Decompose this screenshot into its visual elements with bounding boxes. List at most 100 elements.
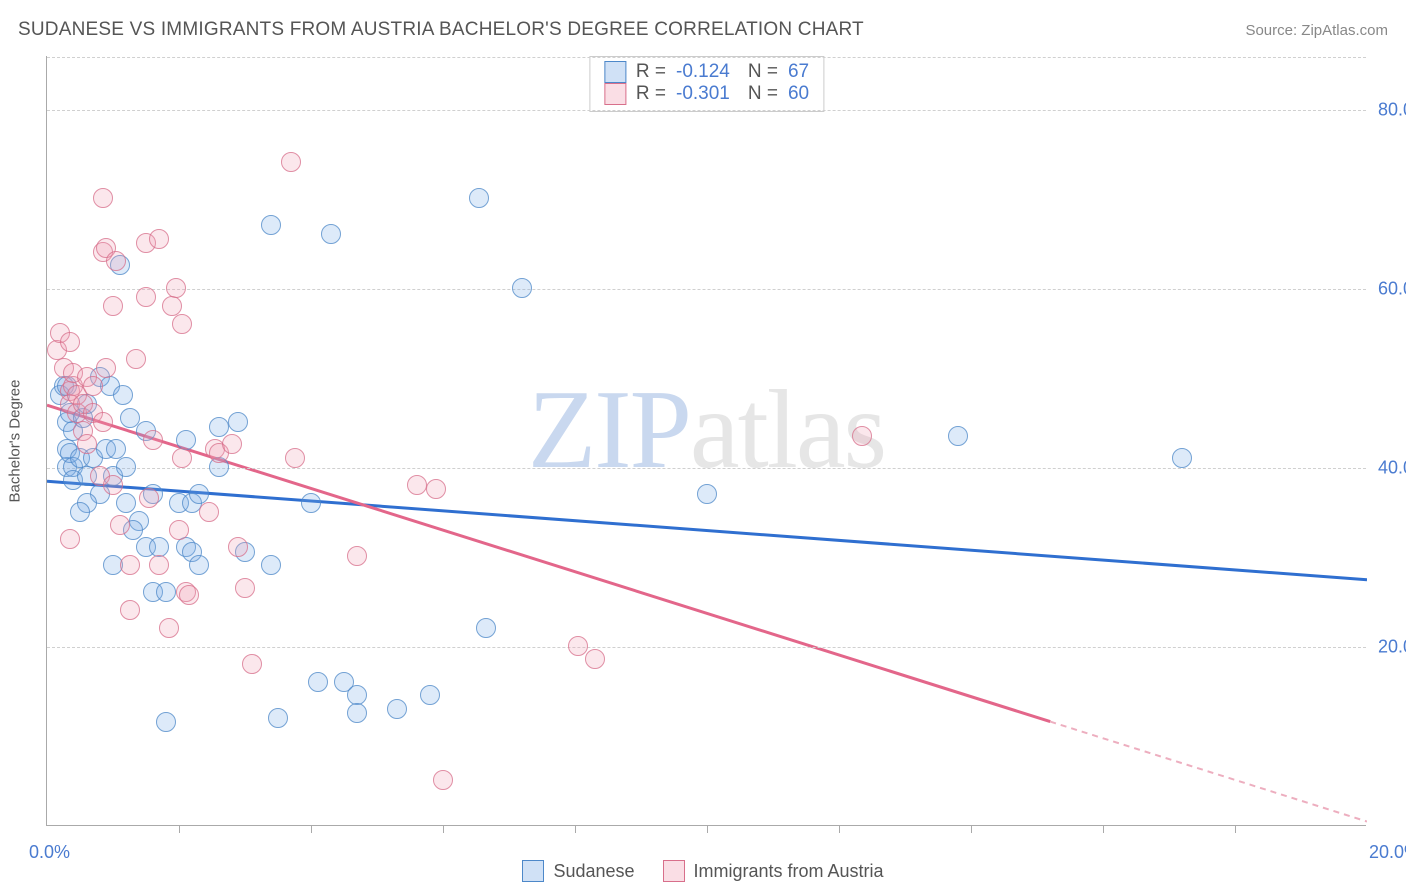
x-tick xyxy=(311,825,312,833)
data-point-austria xyxy=(166,278,186,298)
legend-label-sudanese: Sudanese xyxy=(553,861,634,882)
y-tick-label: 40.0% xyxy=(1378,457,1406,478)
chart-source: Source: ZipAtlas.com xyxy=(1245,22,1388,39)
data-point-austria xyxy=(162,296,182,316)
data-point-sudanese xyxy=(261,555,281,575)
trend-lines-layer xyxy=(47,56,1367,826)
data-point-sudanese xyxy=(268,708,288,728)
data-point-austria xyxy=(281,152,301,172)
swatch-pink xyxy=(604,83,626,105)
data-point-sudanese xyxy=(420,685,440,705)
swatch-blue xyxy=(604,61,626,83)
data-point-austria xyxy=(93,412,113,432)
data-point-austria xyxy=(106,251,126,271)
data-point-austria xyxy=(228,537,248,557)
data-point-sudanese xyxy=(70,502,90,522)
data-point-sudanese xyxy=(321,224,341,244)
r-value-austria: -0.301 xyxy=(676,83,730,105)
data-point-austria xyxy=(120,555,140,575)
r-label: R = xyxy=(636,83,666,105)
gridline xyxy=(47,57,1366,58)
data-point-sudanese xyxy=(113,385,133,405)
data-point-sudanese xyxy=(512,278,532,298)
legend-item-sudanese: Sudanese xyxy=(522,860,634,882)
y-tick-label: 20.0% xyxy=(1378,636,1406,657)
data-point-austria xyxy=(426,479,446,499)
data-point-sudanese xyxy=(106,439,126,459)
data-point-austria xyxy=(103,296,123,316)
data-point-austria xyxy=(242,654,262,674)
x-tick xyxy=(707,825,708,833)
data-point-sudanese xyxy=(697,484,717,504)
data-point-sudanese xyxy=(209,417,229,437)
watermark: ZIPatlas xyxy=(528,366,885,495)
data-point-austria xyxy=(143,430,163,450)
n-label: N = xyxy=(748,61,778,83)
data-point-austria xyxy=(139,488,159,508)
gridline xyxy=(47,289,1366,290)
legend-item-austria: Immigrants from Austria xyxy=(663,860,884,882)
title-bar: SUDANESE VS IMMIGRANTS FROM AUSTRIA BACH… xyxy=(18,14,1388,46)
data-point-sudanese xyxy=(120,408,140,428)
data-point-sudanese xyxy=(156,712,176,732)
gridline xyxy=(47,110,1366,111)
data-point-austria xyxy=(852,426,872,446)
data-point-austria xyxy=(222,434,242,454)
data-point-austria xyxy=(110,515,130,535)
trend-line-extrap-austria xyxy=(1050,722,1367,822)
data-point-sudanese xyxy=(948,426,968,446)
n-value-sudanese: 67 xyxy=(788,61,809,83)
legend-row-austria: R = -0.301 N = 60 xyxy=(604,83,809,105)
data-point-austria xyxy=(235,578,255,598)
data-point-austria xyxy=(172,314,192,334)
data-point-sudanese xyxy=(189,484,209,504)
data-point-austria xyxy=(433,770,453,790)
data-point-sudanese xyxy=(176,430,196,450)
plot-area: ZIPatlas Bachelor's Degree R = -0.124 N … xyxy=(46,56,1366,826)
y-tick-label: 60.0% xyxy=(1378,278,1406,299)
data-point-sudanese xyxy=(156,582,176,602)
data-point-austria xyxy=(96,358,116,378)
legend-label-austria: Immigrants from Austria xyxy=(694,861,884,882)
data-point-sudanese xyxy=(387,699,407,719)
x-tick xyxy=(839,825,840,833)
x-tick xyxy=(1235,825,1236,833)
data-point-austria xyxy=(159,618,179,638)
data-point-austria xyxy=(169,520,189,540)
x-tick-label-max: 20.0% xyxy=(1369,842,1406,863)
data-point-austria xyxy=(83,376,103,396)
n-value-austria: 60 xyxy=(788,83,809,105)
x-tick xyxy=(443,825,444,833)
data-point-austria xyxy=(285,448,305,468)
data-point-sudanese xyxy=(347,703,367,723)
gridline xyxy=(47,468,1366,469)
data-point-austria xyxy=(103,475,123,495)
data-point-austria xyxy=(199,502,219,522)
data-point-austria xyxy=(407,475,427,495)
data-point-austria xyxy=(60,332,80,352)
r-label: R = xyxy=(636,61,666,83)
data-point-austria xyxy=(93,188,113,208)
legend-correlation: R = -0.124 N = 67 R = -0.301 N = 60 xyxy=(589,56,824,112)
x-tick xyxy=(971,825,972,833)
data-point-austria xyxy=(77,434,97,454)
data-point-sudanese xyxy=(1172,448,1192,468)
legend-row-sudanese: R = -0.124 N = 67 xyxy=(604,61,809,83)
data-point-sudanese xyxy=(189,555,209,575)
data-point-austria xyxy=(585,649,605,669)
swatch-pink xyxy=(663,860,685,882)
watermark-part1: ZIP xyxy=(528,368,690,492)
n-label: N = xyxy=(748,83,778,105)
data-point-austria xyxy=(60,529,80,549)
r-value-sudanese: -0.124 xyxy=(676,61,730,83)
data-point-sudanese xyxy=(116,457,136,477)
data-point-sudanese xyxy=(476,618,496,638)
legend-series: Sudanese Immigrants from Austria xyxy=(46,860,1360,882)
data-point-austria xyxy=(347,546,367,566)
data-point-sudanese xyxy=(308,672,328,692)
data-point-sudanese xyxy=(116,493,136,513)
x-tick xyxy=(179,825,180,833)
data-point-austria xyxy=(136,287,156,307)
data-point-sudanese xyxy=(228,412,248,432)
data-point-austria xyxy=(120,600,140,620)
